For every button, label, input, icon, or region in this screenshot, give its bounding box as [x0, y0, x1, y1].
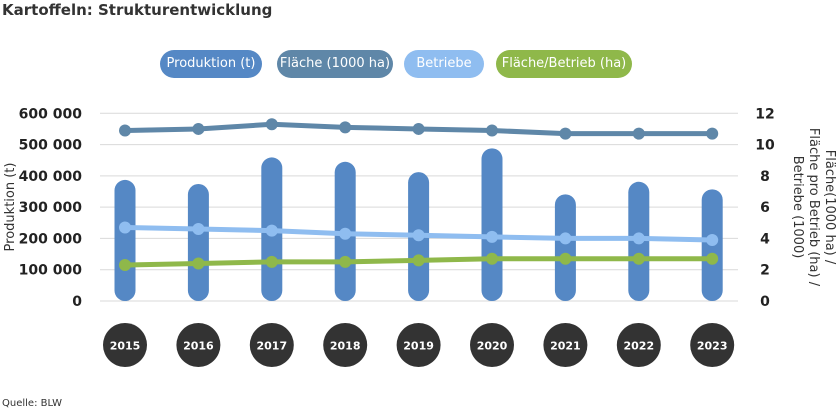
- point-flaeche: [339, 121, 352, 134]
- x-tick-label: 2021: [550, 340, 581, 353]
- point-flaeche-pro-betrieb: [559, 252, 572, 265]
- bar-produktion: [554, 194, 576, 301]
- point-flaeche: [632, 127, 645, 140]
- legend-produktion: Produktion (t): [160, 50, 262, 78]
- y-tick-label: 600 000: [19, 106, 83, 122]
- year-badge: [103, 323, 147, 367]
- point-betriebe: [706, 233, 719, 246]
- point-flaeche-pro-betrieb: [706, 252, 719, 265]
- y-right-axis-label: Betriebe (1000): [790, 156, 805, 259]
- point-flaeche: [412, 122, 425, 135]
- x-tick-label: 2019: [403, 340, 434, 353]
- year-badge: [470, 323, 514, 367]
- y-right-tick-label: 8: [760, 169, 770, 185]
- point-betriebe: [265, 224, 278, 237]
- y-right-tick-label: 2: [760, 263, 770, 279]
- point-flaeche-pro-betrieb: [632, 252, 645, 265]
- point-flaeche-pro-betrieb: [119, 259, 131, 272]
- y-tick-label: 100 000: [19, 263, 83, 279]
- point-betriebe: [559, 232, 572, 245]
- point-flaeche-pro-betrieb: [192, 257, 205, 270]
- y-tick-label: 500 000: [19, 138, 83, 154]
- bar-produktion: [114, 179, 136, 301]
- x-tick-label: 2023: [697, 340, 728, 353]
- y-tick-label: 300 000: [19, 200, 83, 216]
- source-note: Quelle: BLW: [2, 398, 63, 409]
- y-right-axis-label: Fläche(1000 ha) /: [822, 150, 836, 265]
- point-betriebe: [486, 230, 498, 243]
- point-flaeche: [119, 124, 131, 137]
- y-tick-label: 0: [72, 294, 82, 310]
- point-betriebe: [119, 221, 131, 234]
- point-betriebe: [632, 232, 645, 245]
- point-flaeche-pro-betrieb: [265, 255, 278, 268]
- y-right-tick-label: 0: [760, 294, 770, 310]
- point-flaeche-pro-betrieb: [339, 255, 352, 268]
- y-right-tick-label: 6: [760, 200, 770, 216]
- year-badge: [323, 323, 368, 367]
- x-tick-label: 2015: [110, 340, 141, 353]
- y-tick-label: 400 000: [19, 169, 83, 185]
- point-flaeche: [265, 118, 278, 131]
- bar-produktion: [481, 148, 503, 301]
- year-badge: [616, 323, 661, 367]
- x-tick-label: 2022: [623, 340, 654, 353]
- point-flaeche-pro-betrieb: [486, 252, 498, 265]
- legend-flaeche-pro-betrieb: Fläche/Betrieb (ha): [496, 50, 632, 78]
- year-badge: [396, 323, 441, 367]
- x-tick-label: 2020: [477, 340, 508, 353]
- y-right-axis-label: Fläche pro Betrieb (ha) /: [806, 128, 821, 287]
- legend-betriebe: Betriebe: [404, 50, 484, 78]
- y-right-tick-label: 4: [760, 231, 770, 247]
- y-right-tick-label: 10: [755, 138, 775, 154]
- y-axis-label: Produktion (t): [3, 163, 18, 252]
- point-betriebe: [412, 229, 425, 242]
- point-flaeche: [486, 124, 498, 137]
- chart-title: Kartoffeln: Strukturentwicklung: [2, 1, 273, 19]
- x-tick-label: 2017: [256, 340, 287, 353]
- y-right-tick-label: 12: [755, 106, 774, 122]
- x-tick-label: 2016: [183, 340, 214, 353]
- year-badge: [249, 323, 294, 367]
- point-flaeche: [192, 122, 205, 135]
- x-tick-label: 2018: [330, 340, 361, 353]
- point-flaeche-pro-betrieb: [412, 254, 425, 267]
- point-betriebe: [192, 223, 205, 236]
- legend-flaeche: Fläche (1000 ha): [277, 50, 393, 78]
- point-flaeche: [559, 127, 572, 140]
- point-flaeche: [706, 127, 719, 140]
- year-badge: [690, 323, 735, 367]
- year-badge: [176, 323, 221, 367]
- y-tick-label: 200 000: [19, 231, 83, 247]
- bar-produktion: [187, 184, 209, 301]
- year-badge: [543, 323, 588, 367]
- point-betriebe: [339, 227, 352, 240]
